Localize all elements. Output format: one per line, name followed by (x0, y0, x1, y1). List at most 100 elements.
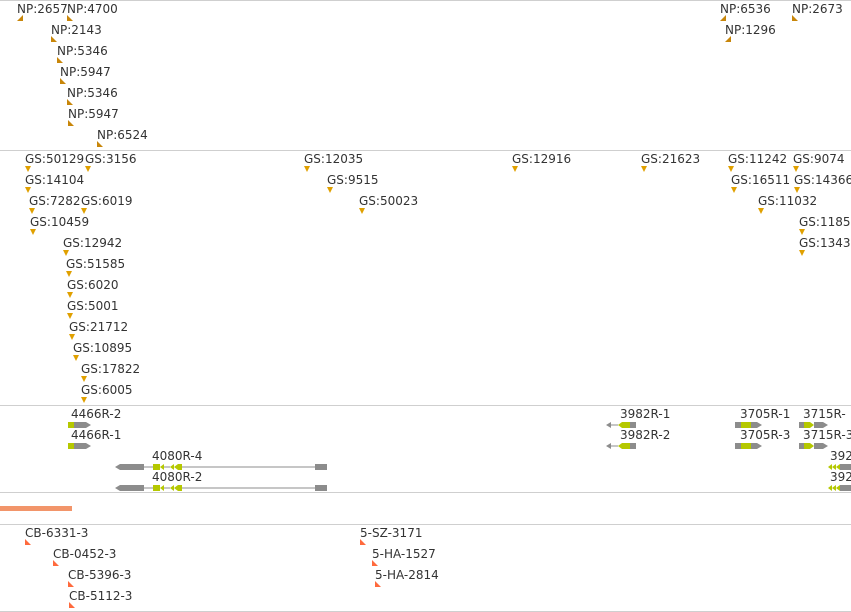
np-marker-icon[interactable] (67, 99, 73, 105)
np-feature-label[interactable]: NP:2673 (792, 2, 843, 16)
gs-marker-icon[interactable] (728, 166, 734, 172)
gs-feature-label[interactable]: GS:51585 (66, 257, 126, 271)
np-marker-icon[interactable] (68, 120, 74, 126)
gs-marker-icon[interactable] (81, 397, 87, 403)
gs-marker-icon[interactable] (25, 166, 31, 172)
gs-feature-label[interactable]: GS:12942 (63, 236, 123, 250)
gs-feature-label[interactable]: GS:50023 (359, 194, 419, 208)
cb-marker-icon[interactable] (53, 560, 59, 566)
np-marker-icon[interactable] (60, 78, 66, 84)
gene-label[interactable]: 3715R- (803, 407, 846, 421)
gs-marker-icon[interactable] (66, 271, 72, 277)
gs-feature-label[interactable]: GS:9515 (327, 173, 379, 187)
gs-feature-label[interactable]: GS:6019 (81, 194, 133, 208)
gene-label[interactable]: 392 (830, 449, 851, 463)
gs-feature-label[interactable]: GS:14366 (794, 173, 851, 187)
np-marker-icon[interactable] (725, 36, 731, 42)
np-marker-icon[interactable] (97, 141, 103, 147)
gs-feature-label[interactable]: GS:16511 (731, 173, 791, 187)
gs-marker-icon[interactable] (67, 292, 73, 298)
gs-marker-icon[interactable] (30, 229, 36, 235)
cb-marker-icon[interactable] (360, 539, 366, 545)
gs-feature-label[interactable]: GS:10895 (73, 341, 133, 355)
gs-marker-icon[interactable] (81, 208, 87, 214)
cb-marker-icon[interactable] (372, 560, 378, 566)
gs-feature-label[interactable]: GS:3156 (85, 152, 137, 166)
gs-feature-label[interactable]: GS:1185 (799, 215, 851, 229)
np-feature-label[interactable]: NP:5346 (57, 44, 108, 58)
np-marker-icon[interactable] (57, 57, 63, 63)
np-feature-label[interactable]: NP:2657 (17, 2, 68, 16)
np-feature-label[interactable]: NP:5947 (68, 107, 119, 121)
gs-feature-label[interactable]: GS:6005 (81, 383, 133, 397)
gs-feature-label[interactable]: GS:10459 (30, 215, 90, 229)
np-feature-label[interactable]: NP:6524 (97, 128, 148, 142)
gs-marker-icon[interactable] (641, 166, 647, 172)
gene-label[interactable]: 4466R-1 (71, 428, 122, 442)
gene-label[interactable]: 3705R-3 (740, 428, 791, 442)
gs-marker-icon[interactable] (758, 208, 764, 214)
np-feature-label[interactable]: NP:5346 (67, 86, 118, 100)
np-feature-label[interactable]: NP:1296 (725, 23, 776, 37)
gs-feature-label[interactable]: GS:12916 (512, 152, 572, 166)
gs-marker-icon[interactable] (67, 313, 73, 319)
gene-label[interactable]: 3715R-3 (803, 428, 851, 442)
gene-transcript[interactable] (828, 484, 851, 492)
gene-transcript[interactable] (68, 442, 92, 450)
gene-transcript[interactable] (828, 463, 851, 471)
gs-marker-icon[interactable] (512, 166, 518, 172)
gene-transcript[interactable] (606, 421, 638, 429)
gs-marker-icon[interactable] (63, 250, 69, 256)
gs-marker-icon[interactable] (85, 166, 91, 172)
gs-marker-icon[interactable] (25, 187, 31, 193)
gene-transcript[interactable] (115, 463, 330, 471)
gs-feature-label[interactable]: GS:11242 (728, 152, 788, 166)
cb-marker-icon[interactable] (68, 581, 74, 587)
cb-feature-label[interactable]: 5-HA-1527 (372, 547, 436, 561)
cb-feature-label[interactable]: CB-5112-3 (69, 589, 133, 603)
gs-feature-label[interactable]: GS:6020 (67, 278, 119, 292)
cb-feature-label[interactable]: CB-0452-3 (53, 547, 117, 561)
cb-marker-icon[interactable] (69, 602, 75, 608)
gs-marker-icon[interactable] (29, 208, 35, 214)
gs-feature-label[interactable]: GS:1343 (799, 236, 851, 250)
cb-marker-icon[interactable] (375, 581, 381, 587)
np-marker-icon[interactable] (720, 15, 726, 21)
cb-feature-label[interactable]: 5-HA-2814 (375, 568, 439, 582)
gs-feature-label[interactable]: GS:12035 (304, 152, 364, 166)
np-feature-label[interactable]: NP:2143 (51, 23, 102, 37)
gs-marker-icon[interactable] (73, 355, 79, 361)
gene-label[interactable]: 4080R-2 (152, 470, 203, 484)
cb-feature-label[interactable]: CB-6331-3 (25, 526, 89, 540)
gs-feature-label[interactable]: GS:21712 (69, 320, 129, 334)
cb-marker-icon[interactable] (25, 539, 31, 545)
gene-label[interactable]: 3982R-1 (620, 407, 671, 421)
gs-marker-icon[interactable] (794, 187, 800, 193)
gs-feature-label[interactable]: GS:11032 (758, 194, 818, 208)
gs-marker-icon[interactable] (799, 229, 805, 235)
gs-marker-icon[interactable] (731, 187, 737, 193)
gs-feature-label[interactable]: GS:14104 (25, 173, 85, 187)
gs-feature-label[interactable]: GS:21623 (641, 152, 701, 166)
np-feature-label[interactable]: NP:6536 (720, 2, 771, 16)
gene-transcript[interactable] (115, 484, 330, 492)
np-feature-label[interactable]: NP:4700 (67, 2, 118, 16)
gs-marker-icon[interactable] (327, 187, 333, 193)
np-marker-icon[interactable] (67, 15, 73, 21)
gene-transcript[interactable] (68, 421, 92, 429)
gs-marker-icon[interactable] (69, 334, 75, 340)
gene-transcript[interactable] (735, 421, 763, 429)
gene-label[interactable]: 3705R-1 (740, 407, 791, 421)
gs-feature-label[interactable]: GS:9074 (793, 152, 845, 166)
np-marker-icon[interactable] (51, 36, 57, 42)
gene-label[interactable]: 4080R-4 (152, 449, 203, 463)
gene-label[interactable]: 392 (830, 470, 851, 484)
gene-transcript[interactable] (606, 442, 638, 450)
coverage-bar[interactable] (0, 506, 72, 511)
gs-marker-icon[interactable] (799, 250, 805, 256)
gs-feature-label[interactable]: GS:50129 (25, 152, 85, 166)
gene-transcript[interactable] (799, 421, 831, 429)
gs-feature-label[interactable]: GS:5001 (67, 299, 119, 313)
np-feature-label[interactable]: NP:5947 (60, 65, 111, 79)
cb-feature-label[interactable]: 5-SZ-3171 (360, 526, 423, 540)
